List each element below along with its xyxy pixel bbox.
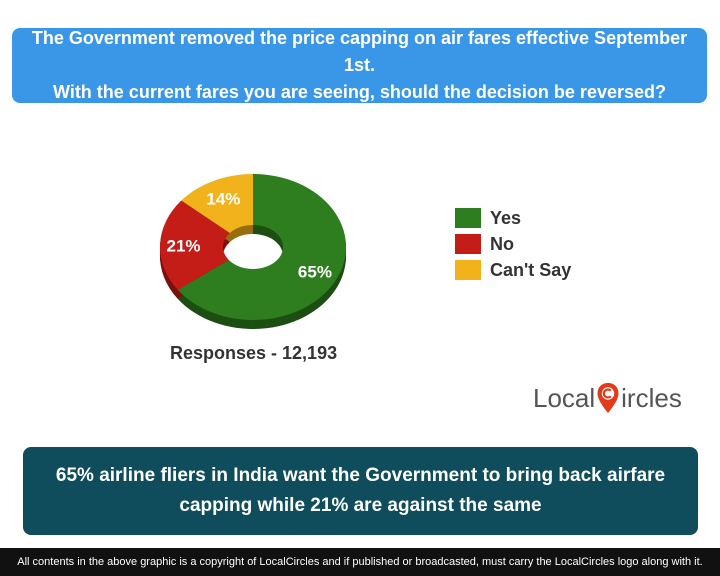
- localcircles-logo: Local ircles: [533, 382, 682, 414]
- legend-swatch-no: [455, 234, 481, 254]
- legend-swatch-cant-say: [455, 260, 481, 280]
- slice-label-can-t-say: 14%: [206, 190, 240, 209]
- location-pin-icon: [597, 383, 619, 413]
- donut-slices: [160, 174, 346, 320]
- slice-label-yes: 65%: [298, 262, 332, 281]
- legend-label-cant-say: Can't Say: [490, 259, 572, 280]
- legend-item-yes: Yes: [455, 205, 571, 231]
- slice-yes: [177, 174, 346, 320]
- legend-label-yes: Yes: [490, 207, 522, 228]
- slice-no: [160, 200, 230, 290]
- logo-text-local: Local: [533, 382, 596, 413]
- summary-text: 65% airline fliers in India want the Gov…: [55, 465, 666, 516]
- logo-text-ircles: ircles: [621, 382, 682, 413]
- question-banner: The Government removed the price capping…: [12, 28, 707, 103]
- responses-count: Responses - 12,193: [170, 343, 338, 363]
- slice-can-t-say: [181, 174, 253, 233]
- slice-label-no: 21%: [167, 236, 201, 255]
- legend-swatch-yes: [455, 208, 481, 228]
- copyright-footer: All contents in the above graphic is a c…: [0, 548, 720, 576]
- question-line-1: The Government removed the price capping…: [31, 28, 688, 75]
- chart-legend: Yes No Can't Say: [455, 205, 571, 283]
- legend-item-cant-say: Can't Say: [455, 257, 571, 283]
- donut-value-labels: 65% 21% 14%: [167, 190, 332, 282]
- legend-label-no: No: [490, 233, 514, 254]
- footer-text: All contents in the above graphic is a c…: [17, 556, 703, 568]
- summary-banner: 65% airline fliers in India want the Gov…: [23, 447, 698, 535]
- question-line-2: With the current fares you are seeing, s…: [52, 82, 666, 102]
- legend-item-no: No: [455, 231, 571, 257]
